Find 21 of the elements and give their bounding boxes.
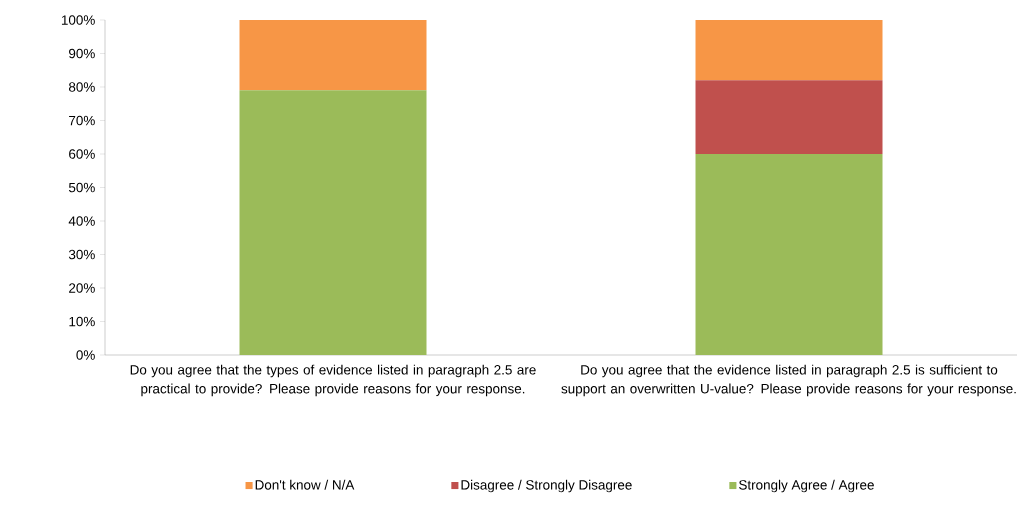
bar xyxy=(695,80,883,154)
bar xyxy=(695,20,883,81)
y-tick-label: 0% xyxy=(76,350,95,360)
legend-label: Don't know / N/A xyxy=(255,479,355,490)
y-tick-label: 50% xyxy=(68,182,95,193)
y-tick-label: 40% xyxy=(68,216,95,226)
y-tick-label: 30% xyxy=(68,249,95,260)
legend-label: Strongly Agree / Agree xyxy=(739,479,874,493)
bar xyxy=(695,154,883,355)
y-tick-label: 90% xyxy=(69,48,95,59)
y-tick-label: 100% xyxy=(61,15,95,25)
y-tick-label: 60% xyxy=(69,149,95,159)
bar xyxy=(239,90,427,355)
x-tick-label: Do you agree that the types of evidence listed in paragraph 2.5 are practical to provide? Please provide reasons for your response. xyxy=(130,364,536,397)
y-tick-label: 80% xyxy=(68,82,95,92)
y-tick-label: 10% xyxy=(69,316,95,327)
x-tick-label: Do you agree that the evidence listed in paragraph 2.5 is sufficient to support an overwritten U-value? Please provide reasons for your response. xyxy=(561,364,1016,397)
y-tick-label: 20% xyxy=(69,283,95,293)
y-tick-label: 70% xyxy=(69,115,95,126)
legend-label: Disagree / Strongly Disagree xyxy=(461,479,632,493)
bar xyxy=(239,20,427,91)
